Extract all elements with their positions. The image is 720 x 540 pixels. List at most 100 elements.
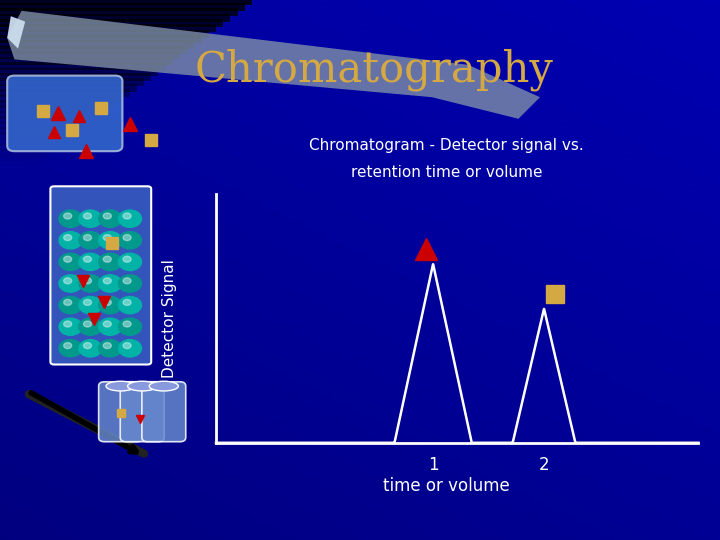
Text: Detector Signal: Detector Signal — [162, 259, 176, 378]
Circle shape — [99, 275, 122, 292]
Bar — [0, 3, 245, 11]
Circle shape — [63, 256, 72, 262]
Bar — [0, 138, 65, 146]
Bar — [0, 19, 223, 27]
Circle shape — [84, 321, 91, 327]
Circle shape — [84, 342, 91, 349]
Circle shape — [99, 253, 122, 271]
Circle shape — [59, 232, 82, 249]
Circle shape — [59, 275, 82, 292]
Circle shape — [84, 278, 91, 284]
Bar — [0, 14, 230, 22]
Bar — [0, 143, 58, 151]
Circle shape — [123, 321, 131, 327]
Ellipse shape — [127, 381, 157, 391]
Circle shape — [123, 234, 131, 241]
FancyBboxPatch shape — [99, 382, 143, 442]
Circle shape — [123, 278, 131, 284]
Circle shape — [99, 340, 122, 357]
Bar — [0, 105, 108, 113]
Polygon shape — [7, 16, 25, 49]
Bar — [0, 8, 238, 16]
Bar — [0, 84, 137, 92]
Circle shape — [59, 318, 82, 335]
Circle shape — [99, 296, 122, 314]
Bar — [0, 100, 115, 108]
Bar — [0, 40, 194, 49]
Circle shape — [79, 232, 102, 249]
Circle shape — [123, 299, 131, 306]
Circle shape — [63, 213, 72, 219]
Circle shape — [103, 321, 112, 327]
Circle shape — [118, 340, 142, 357]
Circle shape — [79, 296, 102, 314]
Ellipse shape — [149, 381, 179, 391]
Bar — [0, 68, 158, 76]
Circle shape — [103, 213, 112, 219]
Bar — [0, 73, 151, 81]
Circle shape — [84, 213, 91, 219]
Circle shape — [99, 318, 122, 335]
Circle shape — [118, 210, 142, 227]
Text: retention time or volume: retention time or volume — [351, 165, 542, 180]
Circle shape — [59, 296, 82, 314]
Bar — [0, 127, 79, 135]
Ellipse shape — [106, 381, 135, 391]
Circle shape — [63, 234, 72, 241]
Circle shape — [79, 210, 102, 227]
Circle shape — [84, 299, 91, 306]
Circle shape — [59, 340, 82, 357]
Bar — [0, 30, 209, 38]
Circle shape — [99, 210, 122, 227]
FancyBboxPatch shape — [142, 382, 186, 442]
Circle shape — [123, 213, 131, 219]
Bar — [0, 116, 94, 124]
Circle shape — [79, 253, 102, 271]
Text: time or volume: time or volume — [383, 477, 510, 495]
Bar — [0, 148, 50, 157]
Circle shape — [118, 275, 142, 292]
FancyBboxPatch shape — [50, 186, 151, 364]
Text: 2: 2 — [539, 456, 549, 474]
Polygon shape — [7, 11, 540, 119]
Circle shape — [79, 340, 102, 357]
Bar — [0, 94, 122, 103]
Bar — [0, 122, 86, 130]
Circle shape — [118, 253, 142, 271]
Circle shape — [118, 232, 142, 249]
Circle shape — [118, 296, 142, 314]
Circle shape — [103, 299, 112, 306]
Circle shape — [123, 256, 131, 262]
Circle shape — [84, 234, 91, 241]
Text: 1: 1 — [428, 456, 438, 474]
Bar — [0, 46, 187, 54]
Bar — [0, 24, 216, 32]
Circle shape — [123, 342, 131, 349]
Text: Chromatogram - Detector signal vs.: Chromatogram - Detector signal vs. — [309, 138, 584, 153]
Circle shape — [99, 232, 122, 249]
FancyBboxPatch shape — [120, 382, 164, 442]
Bar — [0, 0, 252, 5]
Bar — [0, 89, 130, 97]
Circle shape — [103, 278, 112, 284]
Bar — [0, 132, 72, 140]
Circle shape — [63, 278, 72, 284]
Bar — [0, 35, 202, 43]
Circle shape — [103, 256, 112, 262]
FancyBboxPatch shape — [7, 76, 122, 151]
Circle shape — [103, 234, 112, 241]
Bar — [0, 78, 144, 86]
Circle shape — [63, 299, 72, 306]
Circle shape — [63, 321, 72, 327]
Bar — [0, 111, 101, 119]
Circle shape — [79, 318, 102, 335]
Circle shape — [59, 253, 82, 271]
Circle shape — [103, 342, 112, 349]
Bar — [0, 62, 166, 70]
Circle shape — [84, 256, 91, 262]
Circle shape — [79, 275, 102, 292]
Bar — [0, 51, 180, 59]
Circle shape — [63, 342, 72, 349]
Bar — [0, 154, 43, 162]
Text: Chromatography: Chromatography — [195, 49, 554, 91]
